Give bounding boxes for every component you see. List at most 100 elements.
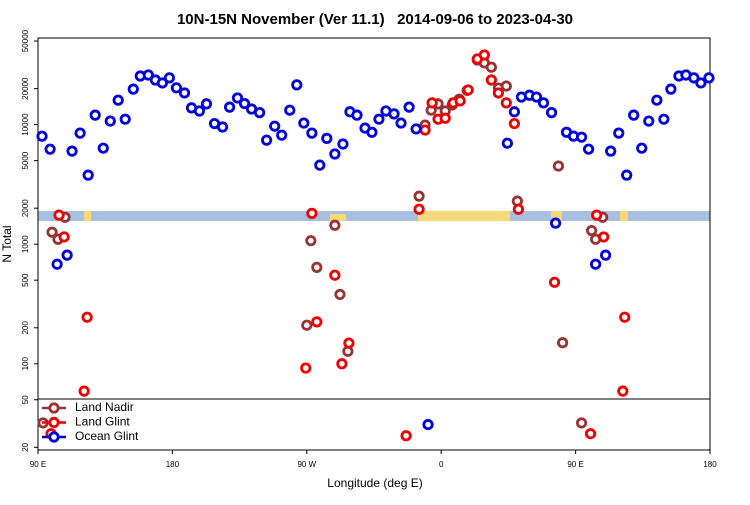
point (336, 358, 348, 370)
point (545, 107, 558, 119)
point (395, 117, 407, 129)
point (492, 87, 504, 99)
land-band (418, 211, 510, 221)
point (537, 97, 550, 109)
point (81, 311, 93, 323)
point (530, 91, 543, 103)
point (688, 72, 700, 84)
point (261, 134, 273, 146)
x-tick-label: 90 E (567, 460, 583, 469)
land-band (330, 214, 346, 221)
point (426, 97, 438, 109)
point (291, 79, 303, 91)
x-tick-label: 90 W (297, 460, 316, 469)
point (156, 77, 168, 89)
point (127, 83, 139, 95)
y-tick-label: 20 (21, 442, 30, 451)
point (306, 207, 318, 219)
point (548, 276, 561, 288)
point (231, 92, 244, 104)
point (178, 87, 191, 99)
point (97, 142, 109, 154)
legend-label: Ocean Glint (75, 429, 139, 443)
point (598, 231, 610, 243)
point (628, 109, 640, 121)
point (373, 113, 385, 125)
ocean-band (38, 211, 710, 221)
point (53, 209, 65, 221)
point (439, 112, 451, 124)
point (142, 69, 154, 81)
point (582, 143, 595, 155)
point (703, 72, 715, 84)
point (119, 113, 131, 125)
point (112, 94, 124, 106)
x-tick-label: 180 (703, 460, 717, 469)
point (413, 190, 425, 202)
point (306, 127, 318, 139)
point (575, 417, 588, 429)
point (200, 98, 213, 110)
point (584, 428, 597, 440)
x-tick-label: 90 E (30, 460, 46, 469)
point (36, 130, 48, 142)
point (478, 49, 490, 61)
land-band (84, 211, 91, 221)
point (422, 418, 434, 431)
y-tick-label: 500 (21, 273, 30, 287)
point (621, 169, 633, 181)
point (575, 131, 588, 143)
point (651, 94, 663, 106)
y-tick-label: 2000 (21, 199, 30, 217)
legend-marker (48, 431, 60, 443)
y-tick-label: 200 (21, 321, 30, 335)
point (643, 115, 655, 127)
point (485, 74, 497, 86)
point (58, 231, 70, 243)
point (585, 224, 598, 237)
point (66, 145, 78, 157)
land-band (620, 211, 628, 221)
point (619, 311, 631, 323)
point (329, 219, 341, 231)
x-tick-label: 180 (166, 460, 180, 469)
point (223, 101, 236, 113)
point (334, 288, 346, 301)
point (276, 129, 288, 141)
point (321, 132, 333, 144)
point (366, 126, 378, 138)
point (485, 61, 497, 73)
legend-label: Land Nadir (75, 400, 134, 414)
point (89, 109, 101, 121)
point (500, 97, 512, 109)
y-tick-label: 5000 (21, 151, 30, 169)
y-tick-label: 20000 (21, 77, 30, 100)
point (44, 143, 56, 155)
point (78, 385, 90, 397)
point (658, 113, 670, 125)
point (462, 84, 474, 96)
point (74, 127, 86, 139)
y-tick-label: 10000 (21, 113, 30, 136)
point (284, 104, 296, 116)
point (329, 148, 341, 160)
point (605, 145, 617, 157)
point (591, 209, 603, 221)
point (46, 226, 58, 238)
point (269, 120, 281, 132)
point (343, 337, 355, 349)
point (311, 316, 323, 328)
point (351, 109, 363, 121)
x-tick-label: 0 (439, 460, 444, 469)
y-axis-label: N Total (0, 225, 14, 262)
point (552, 160, 565, 172)
point (617, 385, 629, 397)
series (36, 69, 715, 431)
point (410, 123, 422, 135)
y-tick-label: 100 (21, 357, 30, 371)
point (61, 249, 73, 261)
point (305, 235, 317, 247)
legend-marker (48, 416, 60, 429)
